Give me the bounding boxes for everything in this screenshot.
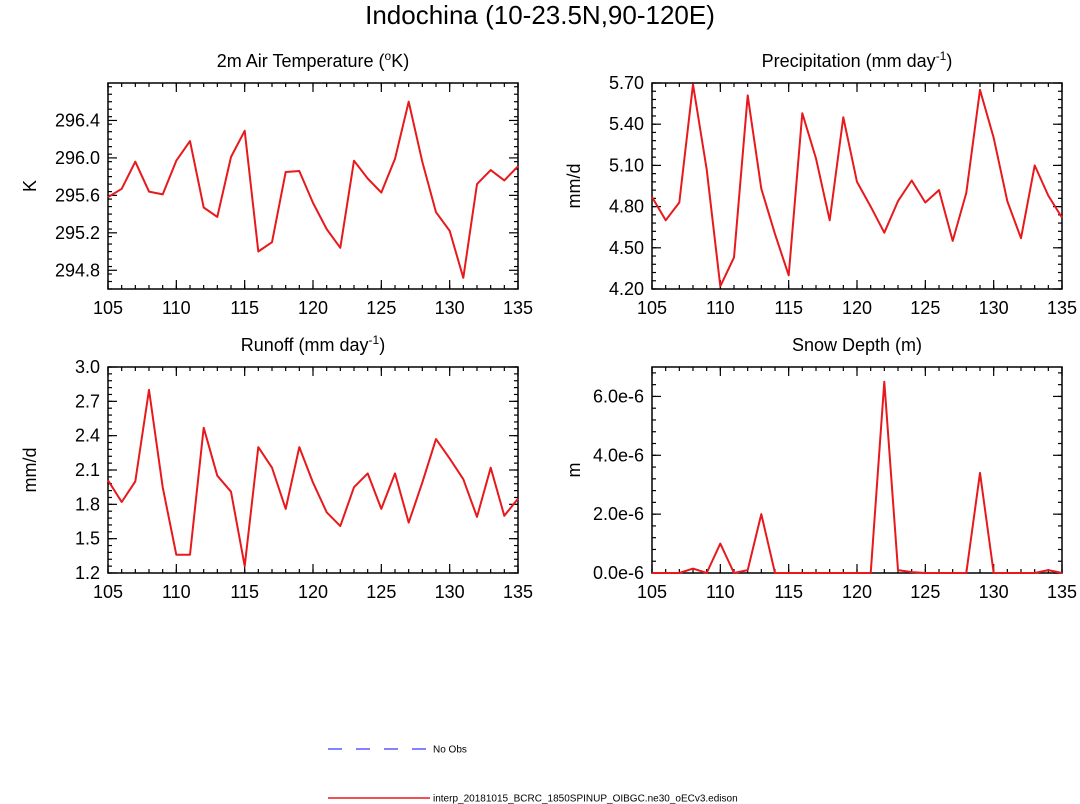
legend-label-2: interp_20181015_BCRC_1850SPINUP_OIBGC.ne…	[433, 794, 738, 804]
x-tick-label: 105	[93, 582, 123, 602]
x-tick-label: 120	[298, 582, 328, 602]
y-tick-label: 1.2	[75, 563, 100, 583]
plot-frame	[651, 82, 1063, 290]
y-tick-label: 296.4	[55, 110, 100, 130]
x-tick-label: 135	[503, 298, 533, 318]
x-tick-label: 135	[1047, 298, 1077, 318]
x-tick-label: 115	[230, 582, 259, 602]
panel-title-text: Snow Depth (m)	[792, 335, 922, 355]
y-tick-label: 4.50	[609, 238, 644, 258]
y-axis-label: mm/d	[20, 448, 40, 493]
series-line-model	[107, 100, 519, 279]
y-tick-label: 295.2	[55, 223, 100, 243]
panel-title: Precipitation (mm day-1)	[762, 49, 953, 71]
chart-panel-3: Runoff (mm day-1) mm/d 105 110 115 120 125 130 1…	[20, 333, 533, 602]
x-tick-label: 120	[842, 298, 872, 318]
y-tick-label: 2.1	[75, 460, 100, 480]
panel-title-text: Runoff (mm day	[241, 335, 369, 355]
x-tick-label: 125	[366, 298, 396, 318]
y-tick-label: 5.70	[609, 73, 644, 93]
panel-title-text: 2m Air Temperature (	[217, 51, 385, 71]
x-tick-label: 120	[298, 298, 328, 318]
x-tick-label: 130	[435, 298, 465, 318]
y-axis-label: m	[564, 463, 584, 478]
x-tick-label: 125	[366, 582, 396, 602]
y-tick-label: 294.8	[55, 260, 100, 280]
panel-title-superscript: -1	[369, 333, 380, 347]
panel-title-superscript: -1	[936, 49, 947, 63]
plot-frame	[107, 82, 519, 290]
series-line-model	[652, 380, 1063, 574]
x-tick-label: 125	[910, 582, 940, 602]
panel-title: Runoff (mm day-1)	[241, 333, 385, 355]
y-tick-label: 2.4	[75, 426, 100, 446]
panel-title-tail: K)	[391, 51, 409, 71]
panel-title: Snow Depth (m)	[792, 335, 922, 355]
panel-title-text: Precipitation (mm day	[762, 51, 936, 71]
x-tick-label: 110	[706, 582, 735, 602]
x-tick-label: 135	[1047, 582, 1077, 602]
y-tick-label: 6.0e-6	[593, 386, 644, 406]
y-axis-label: K	[20, 180, 40, 192]
x-tick-label: 115	[774, 582, 803, 602]
x-tick-label: 125	[910, 298, 940, 318]
chart-panel-2: Precipitation (mm day-1) mm/d 105 110 115 120…	[564, 49, 1077, 318]
series-line-model	[651, 83, 1063, 288]
plot-frame	[651, 366, 1063, 574]
x-tick-label: 130	[979, 298, 1009, 318]
y-tick-label: 2.7	[75, 391, 100, 411]
y-tick-label: 4.0e-6	[593, 445, 644, 465]
x-tick-label: 105	[93, 298, 123, 318]
y-tick-label: 1.8	[75, 494, 100, 514]
x-tick-label: 115	[774, 298, 803, 318]
legend: No Obs interp_20181015_BCRC_1850SPINUP_OI…	[328, 745, 738, 804]
y-tick-label: 5.10	[609, 155, 644, 175]
series-line-model	[107, 388, 519, 568]
x-tick-label: 120	[842, 582, 872, 602]
legend-label-1: No Obs	[433, 745, 467, 756]
panel-title-superscript: o	[385, 49, 392, 63]
x-tick-label: 115	[230, 298, 259, 318]
panel-title-tail: )	[946, 51, 952, 71]
chart-panel-4: Snow Depth (m) m 105 110 115 120 125 130 135 0.0e…	[564, 335, 1077, 602]
y-tick-label: 2.0e-6	[593, 504, 644, 524]
x-tick-label: 110	[706, 298, 735, 318]
figure-title: Indochina (10-23.5N,90-120E)	[365, 0, 715, 30]
x-tick-label: 110	[162, 298, 191, 318]
y-tick-label: 4.80	[609, 197, 644, 217]
y-tick-label: 0.0e-6	[593, 563, 644, 583]
y-tick-label: 296.0	[55, 148, 100, 168]
y-tick-label: 4.20	[609, 279, 644, 299]
y-tick-label: 1.5	[75, 529, 100, 549]
chart-panel-1: 2m Air Temperature (oK) K 105 110 115 120 125 1…	[20, 49, 533, 318]
y-axis-label: mm/d	[564, 164, 584, 209]
panels: 2m Air Temperature (oK) K 105 110 115 120 125 1…	[20, 49, 1077, 602]
x-tick-label: 105	[637, 582, 667, 602]
y-tick-label: 3.0	[75, 357, 100, 377]
x-tick-label: 130	[979, 582, 1009, 602]
x-tick-label: 130	[435, 582, 465, 602]
y-tick-label: 5.40	[609, 114, 644, 134]
y-tick-label: 295.6	[55, 185, 100, 205]
x-tick-label: 110	[162, 582, 191, 602]
x-tick-label: 105	[637, 298, 667, 318]
x-tick-label: 135	[503, 582, 533, 602]
panel-title: 2m Air Temperature (oK)	[217, 49, 409, 71]
panel-title-tail: )	[379, 335, 385, 355]
